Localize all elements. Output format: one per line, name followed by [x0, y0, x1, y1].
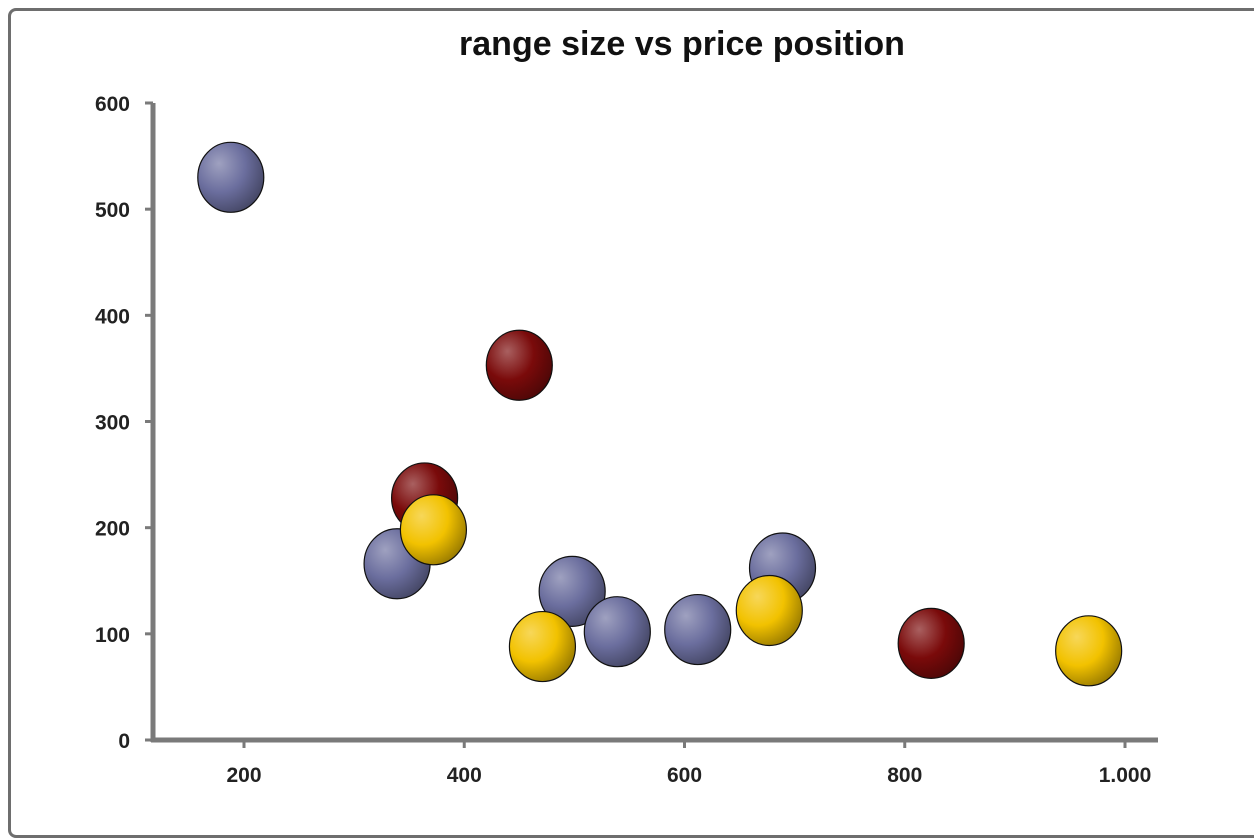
y-tick-label: 200 — [95, 518, 130, 541]
data-point — [735, 574, 803, 647]
scatter-chart: range size vs price position 0 100 200 300 4… — [95, 25, 1158, 787]
data-point — [1055, 615, 1123, 687]
y-tick-label: 600 — [95, 93, 130, 116]
y-tick-label: 500 — [95, 199, 130, 222]
data-point — [197, 141, 265, 213]
x-tick-label: 1.000 — [1099, 764, 1152, 787]
data-point — [538, 555, 606, 627]
axes: 0 100 200 300 400 500 600 200 400 600 800 1.000 — [95, 93, 1158, 787]
data-point — [897, 607, 965, 679]
chart-title: range size vs price position — [459, 25, 905, 63]
x-tick-label: 400 — [447, 764, 482, 787]
y-tick-label: 0 — [118, 730, 130, 753]
y-tick-label: 100 — [95, 624, 130, 647]
x-tick-label: 800 — [887, 764, 922, 787]
data-points — [197, 141, 1123, 687]
y-tick-label: 300 — [95, 412, 130, 435]
data-point — [583, 596, 651, 668]
x-tick-label: 600 — [667, 764, 702, 787]
x-tick-label: 200 — [226, 764, 261, 787]
data-point — [508, 610, 577, 683]
data-point — [399, 494, 468, 566]
data-point — [664, 593, 732, 666]
data-point — [485, 329, 553, 401]
y-tick-label: 400 — [95, 305, 130, 328]
